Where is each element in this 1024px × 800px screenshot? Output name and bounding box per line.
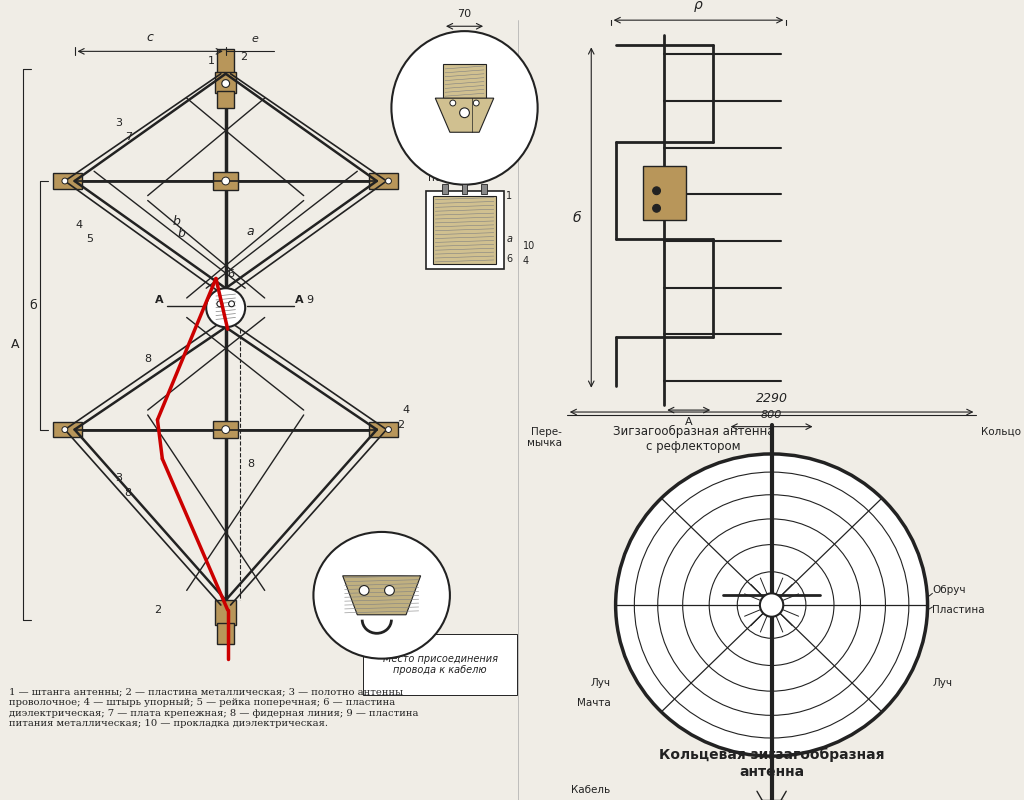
Text: 4: 4 (76, 220, 83, 230)
Text: Кольцо: Кольцо (981, 426, 1021, 437)
Text: Луч: Луч (591, 678, 610, 688)
Text: 9: 9 (306, 295, 313, 305)
Circle shape (450, 100, 456, 106)
Circle shape (222, 177, 229, 185)
Text: 9: 9 (402, 537, 410, 546)
Text: Пере-
мычка: Пере- мычка (527, 426, 562, 448)
Text: 5: 5 (86, 234, 93, 245)
Bar (433, 196, 496, 264)
Circle shape (760, 594, 783, 617)
Ellipse shape (391, 31, 538, 185)
Bar (369, 174, 398, 189)
Text: 2290: 2290 (756, 392, 787, 406)
Text: Место присоединения
провода к кабелю: Место присоединения провода к кабелю (383, 654, 498, 675)
Text: 1 — штанга антенны; 2 — пластина металлическая; 3 — полотно антенны
проволочное;: 1 — штанга антенны; 2 — пластина металли… (9, 688, 419, 728)
Text: ρ: ρ (694, 0, 702, 12)
Text: 1: 1 (208, 56, 215, 66)
Text: a: a (507, 234, 512, 245)
Circle shape (652, 187, 660, 194)
Circle shape (222, 426, 229, 434)
Circle shape (385, 586, 394, 595)
Text: Мачта: Мачта (577, 698, 610, 707)
Text: А: А (11, 338, 19, 350)
Circle shape (460, 108, 469, 118)
Text: 8: 8 (144, 354, 152, 364)
Text: б: б (573, 210, 582, 225)
Text: 6: 6 (227, 269, 234, 278)
Ellipse shape (615, 454, 928, 756)
Text: А: А (295, 295, 303, 305)
Bar (369, 422, 398, 438)
Text: Кольцевая зигзагообразная
антенна: Кольцевая зигзагообразная антенна (658, 748, 885, 778)
Circle shape (61, 178, 68, 184)
Circle shape (222, 80, 229, 87)
Text: a: a (246, 225, 254, 238)
Text: А: А (685, 417, 692, 427)
Text: c: c (146, 30, 154, 43)
Bar (215, 600, 237, 625)
Ellipse shape (313, 532, 450, 658)
Text: 4: 4 (523, 256, 529, 266)
Text: б: б (29, 298, 37, 312)
Bar (53, 174, 82, 189)
Text: e: e (252, 34, 258, 43)
Text: 10: 10 (523, 242, 536, 251)
Text: Пластина: Пластина (933, 605, 985, 615)
Text: 2: 2 (154, 605, 161, 615)
Text: Обруч: Обруч (933, 586, 966, 595)
Text: А: А (155, 295, 164, 305)
Text: 6: 6 (507, 254, 513, 264)
Bar (443, 64, 486, 98)
Text: 30: 30 (476, 113, 490, 122)
Circle shape (473, 100, 479, 106)
Text: 2: 2 (240, 52, 247, 62)
Circle shape (228, 301, 234, 306)
Text: 1: 1 (507, 190, 513, 201)
Text: 8: 8 (125, 488, 132, 498)
Text: 4: 4 (402, 405, 410, 415)
Circle shape (359, 586, 369, 595)
Text: Зигзагообразная антенна
с рефлектором: Зигзагообразная антенна с рефлектором (612, 425, 774, 453)
Text: 3: 3 (115, 474, 122, 483)
Text: 70: 70 (458, 10, 472, 19)
Polygon shape (343, 576, 421, 614)
Text: по А-А: по А-А (428, 173, 463, 183)
Bar (426, 190, 504, 269)
Circle shape (61, 426, 68, 433)
Bar (217, 622, 234, 644)
Text: 2: 2 (397, 420, 404, 430)
Bar (217, 50, 234, 74)
Circle shape (217, 301, 223, 306)
Polygon shape (435, 98, 494, 132)
Circle shape (386, 426, 391, 433)
Bar (643, 166, 686, 220)
Text: Луч: Луч (933, 678, 952, 688)
Circle shape (206, 288, 245, 327)
Bar (213, 172, 239, 190)
Bar (442, 184, 447, 194)
Bar (481, 184, 487, 194)
Circle shape (386, 178, 391, 184)
Circle shape (652, 204, 660, 212)
Text: Кабель: Кабель (571, 786, 610, 795)
Text: b: b (178, 226, 185, 239)
Text: 3: 3 (115, 118, 122, 127)
Bar (462, 184, 467, 194)
Bar (53, 422, 82, 438)
Text: 60: 60 (458, 154, 471, 165)
Text: 7: 7 (125, 132, 132, 142)
Text: 8: 8 (247, 458, 254, 469)
Text: 800: 800 (761, 410, 782, 420)
Bar (215, 72, 237, 94)
Bar (217, 91, 234, 108)
Bar (213, 421, 239, 438)
Text: b: b (173, 215, 181, 228)
